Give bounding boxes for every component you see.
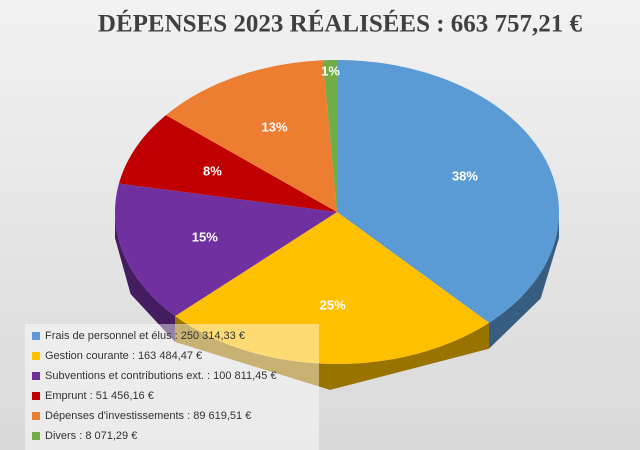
legend-label: Dépenses d'investissements : 89 619,51 € xyxy=(45,410,251,422)
legend-label: Subventions et contributions ext. : 100 … xyxy=(45,370,277,382)
data-label: 38% xyxy=(452,169,478,184)
legend-label: Divers : 8 071,29 € xyxy=(45,430,137,442)
slice xyxy=(175,212,489,390)
slice-top xyxy=(337,60,559,323)
slice-side xyxy=(115,212,176,343)
slice-top xyxy=(323,60,337,212)
slice-top xyxy=(165,60,337,212)
slice xyxy=(337,60,559,349)
slice xyxy=(323,60,337,212)
slice xyxy=(165,60,337,212)
slice xyxy=(118,115,338,212)
slice xyxy=(115,183,337,343)
legend-swatch xyxy=(32,432,40,440)
slice-side xyxy=(488,212,559,349)
legend-label: Gestion courante : 163 484,47 € xyxy=(45,350,202,362)
data-label: 8% xyxy=(203,163,222,178)
slice-top xyxy=(115,183,337,317)
legend-swatch xyxy=(32,332,40,340)
legend-swatch xyxy=(32,352,40,360)
legend-swatch xyxy=(32,392,40,400)
data-label: 15% xyxy=(192,230,218,245)
data-label: 13% xyxy=(261,119,287,134)
legend-label: Frais de personnel et élus : 250 314,33 … xyxy=(45,330,245,342)
slice-side xyxy=(175,316,489,390)
data-label: 25% xyxy=(320,298,346,313)
legend-swatch xyxy=(32,372,40,380)
slice-top xyxy=(118,115,338,212)
data-label: 1% xyxy=(321,64,340,79)
legend-box xyxy=(25,324,319,450)
chart-title: DÉPENSES 2023 RÉALISÉES : 663 757,21 € xyxy=(98,10,583,38)
legend-swatch xyxy=(32,412,40,420)
legend-label: Emprunt : 51 456,16 € xyxy=(45,390,154,402)
slice-top xyxy=(175,212,489,364)
